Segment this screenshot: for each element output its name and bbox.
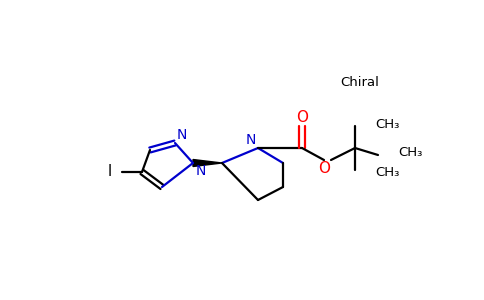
Text: CH₃: CH₃: [398, 146, 423, 160]
Polygon shape: [193, 160, 222, 167]
Text: N: N: [245, 133, 256, 147]
Text: CH₃: CH₃: [375, 118, 399, 130]
Text: O: O: [318, 161, 330, 176]
Text: I: I: [108, 164, 112, 179]
Text: O: O: [296, 110, 308, 125]
Text: CH₃: CH₃: [375, 166, 399, 178]
Text: Chiral: Chiral: [341, 76, 379, 88]
Text: N: N: [196, 164, 206, 178]
Text: N: N: [177, 128, 187, 142]
